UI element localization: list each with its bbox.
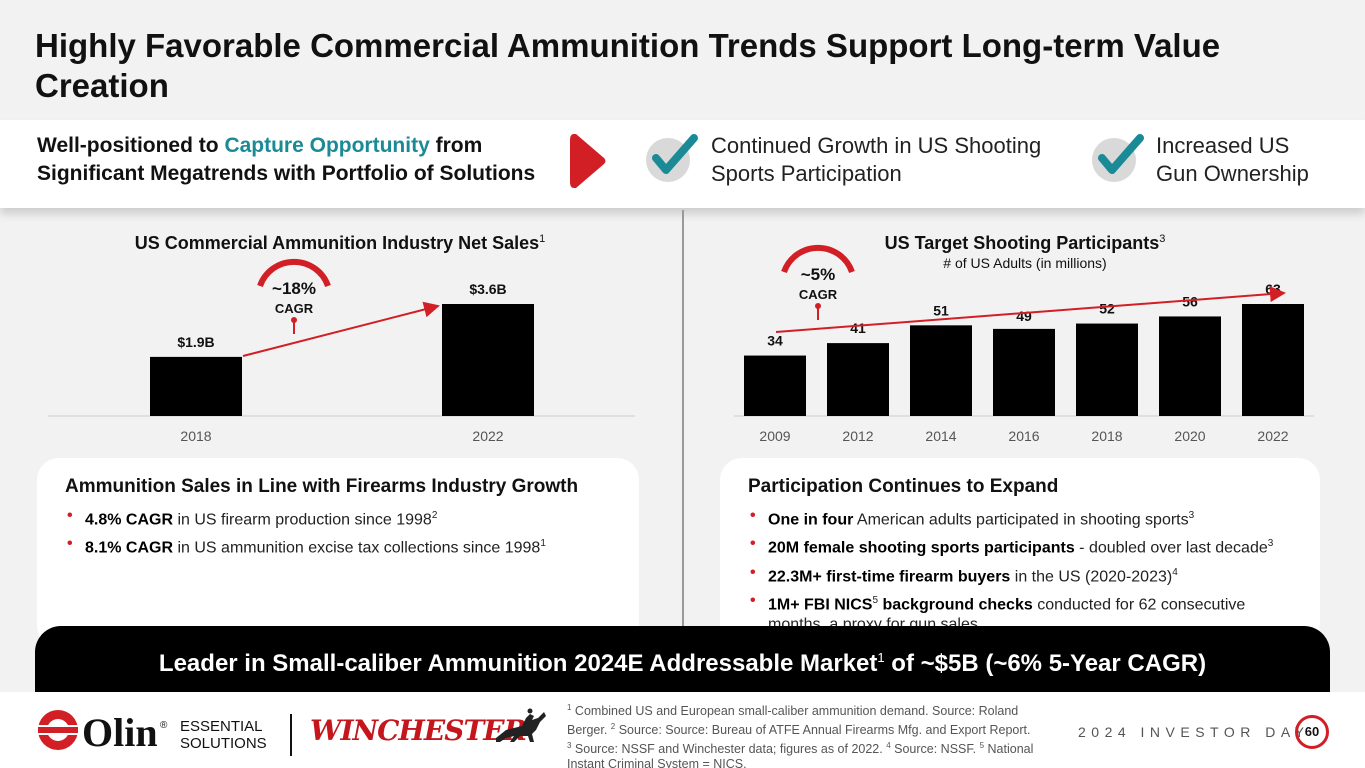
- trend-participation: Continued Growth in US Shooting Sports P…: [711, 133, 1042, 186]
- x-tick-label: 2018: [180, 428, 211, 444]
- x-tick-label: 2020: [1174, 428, 1205, 444]
- bar-value-label: 49: [1016, 308, 1032, 324]
- x-tick-label: 2014: [925, 428, 956, 444]
- trend-arrow: [242, 301, 440, 357]
- bar-value-label: 52: [1099, 301, 1115, 317]
- logo-separator: [290, 714, 292, 756]
- bar: [150, 356, 242, 416]
- olin-logo: Olin ®: [36, 710, 168, 752]
- bar-value-label: 51: [933, 302, 949, 318]
- trend-arrow: [775, 286, 1286, 333]
- bar: [442, 304, 534, 416]
- ammo-sales-chart: $1.9B 2018 $3.6B 2022 ~18% CAGR: [48, 258, 635, 444]
- check-icon: [646, 134, 698, 182]
- x-tick-label: 2022: [472, 428, 503, 444]
- x-tick-label: 2022: [1257, 428, 1288, 444]
- svg-text:®: ®: [160, 720, 168, 731]
- bar: [827, 343, 889, 416]
- bar: [993, 328, 1055, 416]
- cagr-pointer-dot: [815, 303, 821, 309]
- banner-lead-text: Well-positioned to Capture Opportunity f…: [37, 134, 536, 185]
- participation-card: Participation Continues to Expand One in…: [720, 458, 1320, 648]
- bar: [1159, 316, 1221, 416]
- page-number: 60: [1295, 715, 1329, 749]
- footnotes: 1 Combined US and European small-caliber…: [567, 703, 1034, 768]
- cagr-value: ~5%: [801, 265, 836, 284]
- cagr-label: CAGR: [275, 301, 314, 316]
- olin-logo-text: Olin: [82, 710, 158, 752]
- list-item: One in four American adults participated…: [748, 506, 1292, 530]
- card-title: Participation Continues to Expand: [748, 476, 1059, 497]
- essential-solutions: ESSENTIAL SOLUTIONS: [180, 718, 267, 752]
- x-tick-label: 2018: [1091, 428, 1122, 444]
- x-tick-label: 2012: [842, 428, 873, 444]
- megatrends-banner: Well-positioned to Capture Opportunity f…: [0, 120, 1365, 208]
- participants-chart-title: US Target Shooting Participants3: [884, 233, 1166, 253]
- winchester-logo: WINCHESTER: [310, 714, 527, 747]
- bar-value-label: 41: [850, 320, 866, 336]
- trend-gun-ownership: Increased US Gun Ownership: [1156, 133, 1309, 186]
- ammo-sales-chart-title: US Commercial Ammunition Industry Net Sa…: [134, 233, 546, 253]
- bar-value-label: $1.9B: [177, 334, 214, 350]
- list-item: 20M female shooting sports participants …: [748, 534, 1292, 558]
- event-label: 2024 INVESTOR DAY: [1078, 724, 1310, 740]
- cagr-pointer-dot: [291, 317, 297, 323]
- bar-value-label: 56: [1182, 293, 1198, 309]
- bar-value-label: $3.6B: [469, 281, 506, 297]
- section-divider: [682, 210, 684, 630]
- bar: [744, 355, 806, 416]
- accent-text: Capture Opportunity: [224, 134, 430, 157]
- bar: [910, 325, 972, 416]
- footer: Olin ® ESSENTIAL SOLUTIONS WINCHESTER 1 …: [0, 692, 1365, 768]
- list-item: 8.1% CAGR in US ammunition excise tax co…: [65, 534, 611, 558]
- bar: [1242, 304, 1304, 416]
- x-tick-label: 2016: [1008, 428, 1039, 444]
- check-icon: [1092, 134, 1144, 182]
- horse-rider-icon: [496, 708, 546, 742]
- x-tick-label: 2009: [759, 428, 790, 444]
- cagr-label: CAGR: [799, 287, 838, 302]
- list-item: 4.8% CAGR in US firearm production since…: [65, 506, 611, 530]
- participants-chart: 3420094120125120144920165220185620206320…: [734, 244, 1314, 444]
- ammo-sales-card: Ammunition Sales in Line with Firearms I…: [37, 458, 639, 648]
- cagr-arc: [781, 244, 855, 274]
- list-item: 22.3M+ first-time firearm buyers in the …: [748, 563, 1292, 587]
- page-title: Highly Favorable Commercial Ammunition T…: [35, 27, 1221, 104]
- bar: [1076, 323, 1138, 416]
- participants-chart-subtitle: # of US Adults (in millions): [943, 255, 1107, 271]
- bar-value-label: 34: [767, 333, 783, 349]
- card-title: Ammunition Sales in Line with Firearms I…: [65, 476, 579, 497]
- cagr-arc: [257, 258, 331, 288]
- cagr-value: ~18%: [272, 279, 316, 298]
- play-arrow-icon: [570, 134, 606, 188]
- market-leader-callout: Leader in Small-caliber Ammunition 2024E…: [35, 626, 1330, 702]
